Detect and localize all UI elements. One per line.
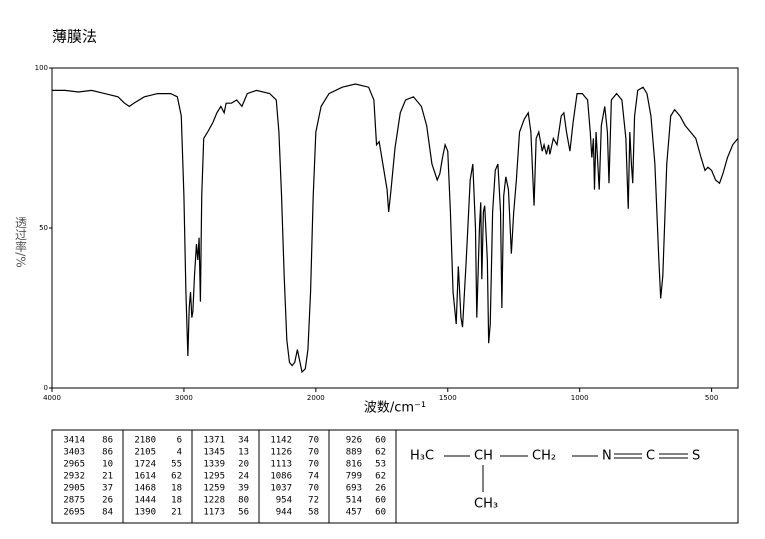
peak-wavenumber: 457	[346, 508, 362, 518]
chart-title: 薄膜法	[52, 28, 97, 46]
peak-wavenumber: 1086	[270, 472, 292, 482]
peak-wavenumber: 1371	[203, 436, 225, 446]
peak-wavenumber: 926	[346, 436, 362, 446]
table-frame	[51, 429, 739, 524]
peak-transmittance: 56	[238, 508, 249, 518]
peak-wavenumber: 1113	[270, 460, 292, 470]
x-tick-label: 1500	[439, 394, 457, 402]
peak-transmittance: 70	[308, 460, 319, 470]
structure-atom: CH₂	[532, 449, 556, 464]
peak-wavenumber: 1444	[134, 496, 156, 506]
peak-transmittance: 21	[102, 472, 113, 482]
peak-wavenumber: 3414	[63, 436, 85, 446]
peak-transmittance: 70	[308, 484, 319, 494]
structure-atom: CH₃	[474, 497, 498, 512]
spectrum-line	[52, 83, 739, 374]
peak-wavenumber: 816	[346, 460, 362, 470]
x-tick-label: 2000	[307, 394, 325, 402]
peak-transmittance: 26	[102, 496, 113, 506]
peak-wavenumber: 1037	[270, 484, 292, 494]
peak-transmittance: 37	[102, 484, 113, 494]
peak-transmittance: 53	[375, 460, 386, 470]
peak-wavenumber: 1339	[203, 460, 225, 470]
y-tick-label: 100	[35, 64, 48, 72]
peak-transmittance: 26	[375, 484, 386, 494]
peak-transmittance: 24	[238, 472, 249, 482]
peak-transmittance: 55	[171, 460, 182, 470]
peak-transmittance: 62	[171, 472, 182, 482]
peak-wavenumber: 1295	[203, 472, 225, 482]
peak-transmittance: 70	[308, 436, 319, 446]
peak-wavenumber: 1259	[203, 484, 225, 494]
peak-wavenumber: 1724	[134, 460, 156, 470]
peak-wavenumber: 2965	[63, 460, 85, 470]
structure-atom: H₃C	[410, 449, 434, 464]
peak-wavenumber: 1142	[270, 436, 292, 446]
peak-wavenumber: 3403	[63, 448, 85, 458]
peak-wavenumber: 2695	[63, 508, 85, 518]
peak-wavenumber: 2932	[63, 472, 85, 482]
peak-wavenumber: 1126	[270, 448, 292, 458]
peak-wavenumber: 2180	[134, 436, 156, 446]
x-axis-label: 波数/cm⁻¹	[364, 401, 426, 416]
peak-transmittance: 20	[238, 460, 249, 470]
peak-transmittance: 18	[171, 484, 182, 494]
x-tick-label: 500	[705, 394, 718, 402]
peak-transmittance: 21	[171, 508, 182, 518]
peak-transmittance: 86	[102, 436, 113, 446]
peak-wavenumber: 2105	[134, 448, 156, 458]
peak-transmittance: 10	[102, 460, 113, 470]
peak-transmittance: 18	[171, 496, 182, 506]
peak-wavenumber: 1173	[203, 508, 225, 518]
peak-wavenumber: 1345	[203, 448, 225, 458]
structure-atom: S	[692, 449, 700, 464]
peak-wavenumber: 2875	[63, 496, 85, 506]
x-tick-label: 1000	[571, 394, 589, 402]
table-dividers	[122, 430, 397, 523]
structure-atom: CH	[474, 449, 493, 464]
peak-wavenumber: 954	[276, 496, 292, 506]
peak-wavenumber: 693	[346, 484, 362, 494]
peak-transmittance: 72	[308, 496, 319, 506]
peak-wavenumber: 799	[346, 472, 362, 482]
peak-wavenumber: 2905	[63, 484, 85, 494]
peak-transmittance: 60	[375, 436, 386, 446]
peak-wavenumber: 944	[276, 508, 292, 518]
peak-transmittance: 84	[102, 508, 113, 518]
y-tick-label: 0	[44, 384, 48, 392]
peak-transmittance: 62	[375, 472, 386, 482]
peak-transmittance: 58	[308, 508, 319, 518]
y-axis-label: 透过率/%	[14, 216, 28, 268]
peak-transmittance: 74	[308, 472, 319, 482]
peak-wavenumber: 889	[346, 448, 362, 458]
peak-transmittance: 62	[375, 448, 386, 458]
peak-transmittance: 34	[238, 436, 249, 446]
structure-atom: C	[646, 449, 655, 464]
peak-wavenumber: 1614	[134, 472, 156, 482]
peak-transmittance: 4	[177, 448, 182, 458]
peak-transmittance: 13	[238, 448, 249, 458]
peak-wavenumber: 1390	[134, 508, 156, 518]
peak-transmittance: 60	[375, 508, 386, 518]
peak-wavenumber: 1468	[134, 484, 156, 494]
peak-transmittance: 86	[102, 448, 113, 458]
peak-transmittance: 70	[308, 448, 319, 458]
x-tick-label: 3000	[175, 394, 193, 402]
structure-atom: N	[602, 449, 612, 464]
peak-transmittance: 39	[238, 484, 249, 494]
peak-wavenumber: 514	[346, 496, 362, 506]
peak-wavenumber: 1228	[203, 496, 225, 506]
structure-bonds	[444, 453, 688, 492]
peak-transmittance: 6	[177, 436, 182, 446]
peak-transmittance: 80	[238, 496, 249, 506]
peak-transmittance: 60	[375, 496, 386, 506]
x-tick-label: 4000	[43, 394, 61, 402]
y-tick-label: 50	[39, 224, 48, 232]
